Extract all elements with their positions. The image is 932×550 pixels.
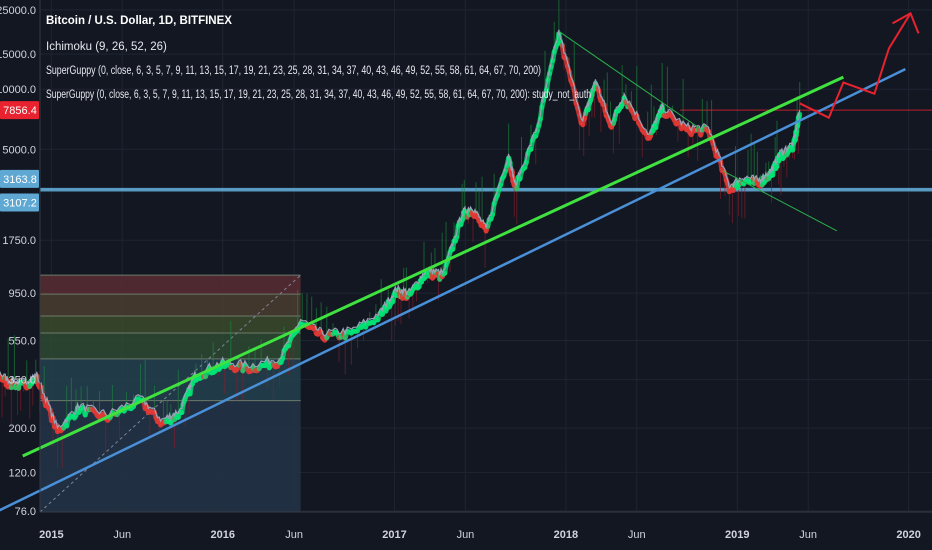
x-axis: Jun2015Jun2016Jun2017Jun2018Jun2019Jun20… [39,511,932,541]
price-tag-label: 3163.8 [3,174,37,186]
price-tag-label: 7856.4 [3,105,37,117]
fib-zone [40,294,301,316]
green-channel-line [22,75,845,458]
x-tick-label: Jun [457,529,475,541]
x-tick-label: Jun [285,529,303,541]
chart-title: Bitcoin / U.S. Dollar, 1D, BITFINEX [46,15,232,27]
y-tick-label: 550.0 [8,336,36,348]
x-tick-label: 2016 [210,529,234,541]
fib-diagonal [39,274,301,513]
price-tag [0,169,39,188]
projection-path [799,12,912,120]
price-tag [0,193,39,212]
x-tick-label: 2020 [896,529,920,541]
x-tick-label: 2015 [39,529,63,541]
superguppy-label: SuperGuppy (0, close, 6, 3, 5, 7, 9, 11,… [46,65,541,77]
x-tick-label: 2019 [725,529,749,541]
fib-zone [40,275,301,295]
ichimoku-label: Ichimoku (9, 26, 52, 26) [46,41,167,53]
price-tag-label: 3107.2 [3,197,37,209]
fib-zone [40,332,301,359]
y-tick-label: 15000.0 [0,49,36,61]
y-tick-label: 200.0 [8,423,36,435]
y-tick-label: 10000.0 [0,84,36,96]
projection-arrowhead [892,11,920,34]
y-tick-label: 350.0 [8,375,36,387]
y-axis: 25000.0 15000.0 10000.0 5000.0 1750.0 950.0 55… [0,0,41,518]
y-tick-label: 950.0 [8,288,36,300]
x-tick-label: Jun [799,529,817,541]
x-tick-label: Jun [113,529,131,541]
x-tick-label: Jun [628,529,646,541]
fib-zone [40,315,301,333]
y-tick-label: 1750.0 [2,235,36,247]
price-line [0,29,801,430]
downtrend-extension [722,170,838,232]
y-tick-label: 76.0 [15,506,36,518]
downtrend-line [558,30,704,132]
legend: Bitcoin / U.S. Dollar, 1D, BITFINEX Ichi… [46,15,591,101]
y-tick-label: 120.0 [8,467,36,479]
x-tick-label: 2018 [554,529,578,541]
blue-channel-line [0,68,906,512]
horizontal-levels [40,109,932,192]
y-tick-label: 5000.0 [2,144,36,156]
y-tick-label: 25000.0 [0,5,36,17]
fibonacci-box [39,274,301,513]
superguppy-study-label: SuperGuppy (0, close, 6, 3, 5, 7, 9, 11,… [46,89,591,101]
price-tags: 7856.4 3163.8 3107.2 [0,101,39,212]
price-tag [0,101,39,120]
x-tick-label: 2017 [382,529,406,541]
